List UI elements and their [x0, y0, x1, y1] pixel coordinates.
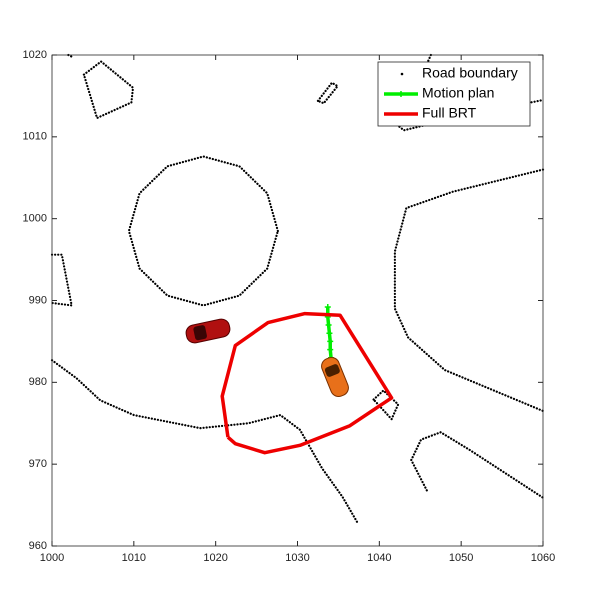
legend-label: Motion plan: [422, 85, 494, 101]
car-window: [193, 325, 207, 341]
axes: 1000 1010 1020 1030 1040 1050 1060 960 970 980 990…: [23, 49, 556, 564]
point-marker: [326, 330, 333, 337]
x-tick-label: 1050: [449, 552, 473, 564]
plot-area: [52, 55, 543, 546]
x-tick-label: 1000: [40, 552, 64, 564]
legend: Road boundary Motion plan Full BRT: [377, 61, 531, 127]
legend-symbol: [400, 72, 404, 76]
y-tick-label: 990: [29, 294, 47, 306]
y-tick-label: 1010: [23, 131, 47, 143]
y-tick-label: 970: [29, 458, 47, 470]
y-tick-label: 1020: [23, 49, 47, 61]
orange-car: [321, 356, 349, 398]
legend-symbol: [398, 91, 404, 97]
car-window: [324, 364, 340, 377]
point-marker: [325, 322, 332, 329]
legend-label: Full BRT: [422, 105, 477, 121]
y-tick-label: 980: [29, 376, 47, 388]
point-marker: [327, 338, 334, 345]
x-tick-label: 1040: [367, 552, 391, 564]
point-marker: [324, 304, 331, 311]
legend-label: Road boundary: [422, 65, 518, 81]
red-car: [185, 318, 231, 344]
series-line: [220, 311, 394, 455]
x-tick-label: 1060: [531, 552, 555, 564]
x-tick-label: 1030: [285, 552, 309, 564]
y-tick-label: 1000: [23, 213, 47, 225]
x-tick-label: 1020: [203, 552, 227, 564]
x-tick-label: 1010: [122, 552, 146, 564]
point-marker: [327, 346, 334, 353]
y-tick-label: 960: [29, 540, 47, 552]
